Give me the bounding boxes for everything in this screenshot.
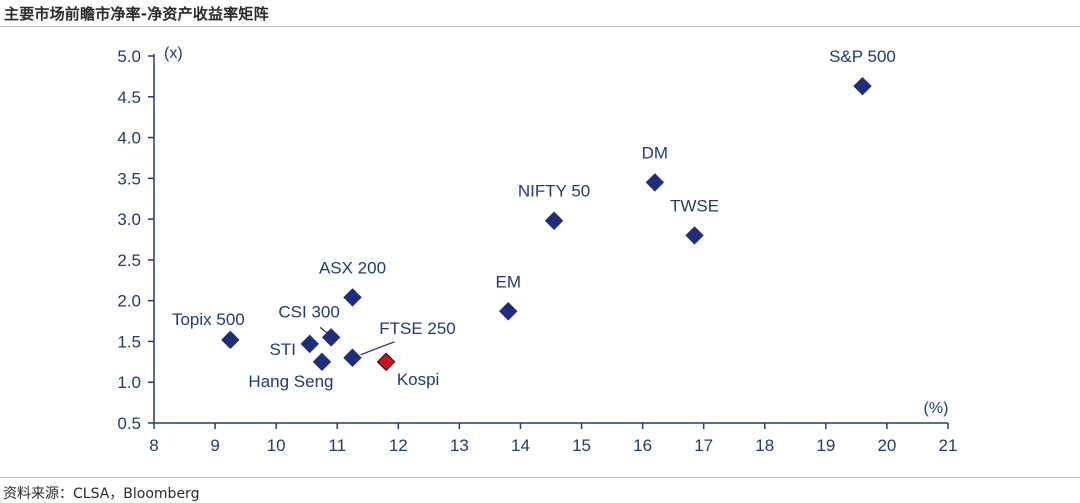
y-tick-label: 2.5 [117,251,141,270]
x-tick-label: 8 [149,436,158,455]
axes [153,54,948,424]
label-kospi: Kospi [397,370,440,389]
point-em [499,302,518,321]
x-tick-label: 13 [450,436,469,455]
x-axis-ticks: 8 9 10 11 12 13 14 15 16 17 18 19 20 21 [149,423,957,455]
x-tick-label: 18 [755,436,774,455]
x-tick-label: 9 [210,436,219,455]
y-tick-label: 3.0 [117,210,141,229]
point-hang-seng [312,352,332,372]
title-divider [0,26,1080,27]
y-tick-label: 2.0 [117,292,141,311]
label-topix-500: Topix 500 [172,310,245,329]
point-s-p-500 [853,76,872,96]
x-tick-label: 21 [939,436,958,455]
label-em: EM [495,272,521,291]
leader-line-ftse-250 [360,341,395,356]
data-labels: S&P 500 DM TWSE NIFTY 50 EM ASX 200 Topix 500 C… [172,47,896,391]
source-note: 资料来源：CLSA，Bloomberg [3,486,200,502]
y-axis-ticks: 0.5 1.0 1.5 2.0 2.5 3.0 3.5 4.0 4.5 5.0 [117,47,154,433]
point-kospi [376,352,396,372]
label-nifty-50: NIFTY 50 [518,182,590,201]
point-topix-500 [221,330,240,350]
x-tick-label: 10 [267,436,286,455]
point-asx-200 [343,288,362,307]
y-tick-label: 4.0 [117,129,141,148]
label-s-p-500: S&P 500 [829,47,896,66]
y-tick-label: 1.0 [117,373,141,392]
leader-line-csi-300 [319,326,330,335]
y-tick-label: 1.5 [117,332,141,351]
footer-divider [0,477,1080,478]
y-axis-unit: (x) [164,45,183,62]
point-dm [645,173,665,192]
x-tick-label: 14 [511,436,530,455]
x-tick-label: 17 [694,436,713,455]
x-tick-label: 20 [877,436,896,455]
label-asx-200: ASX 200 [319,258,386,277]
x-tick-label: 12 [389,436,408,455]
label-hang-seng: Hang Seng [248,372,333,391]
data-points [221,76,872,372]
label-dm: DM [642,143,668,162]
label-sti: STI [270,340,296,359]
point-sti [300,334,319,354]
point-ftse-250 [343,348,362,367]
y-tick-label: 4.5 [117,88,141,107]
label-twse: TWSE [670,196,719,215]
x-tick-label: 19 [816,436,835,455]
y-tick-label: 5.0 [117,47,141,66]
point-nifty-50 [544,211,564,230]
chart-title: 主要市场前瞻市净率-净资产收益率矩阵 [4,5,269,23]
y-tick-label: 3.5 [117,169,141,188]
x-axis-unit: (%) [924,400,949,417]
scatter-chart: 8 9 10 11 12 13 14 15 16 17 18 19 20 21 0.5 1.0 1.5 2.0 2… [117,45,957,455]
x-tick-label: 15 [572,436,591,455]
label-csi-300: CSI 300 [278,302,339,321]
x-tick-label: 11 [328,436,346,455]
y-tick-label: 0.5 [117,414,141,433]
x-tick-label: 16 [633,436,652,455]
point-twse [685,226,704,245]
label-ftse-250: FTSE 250 [379,319,456,338]
